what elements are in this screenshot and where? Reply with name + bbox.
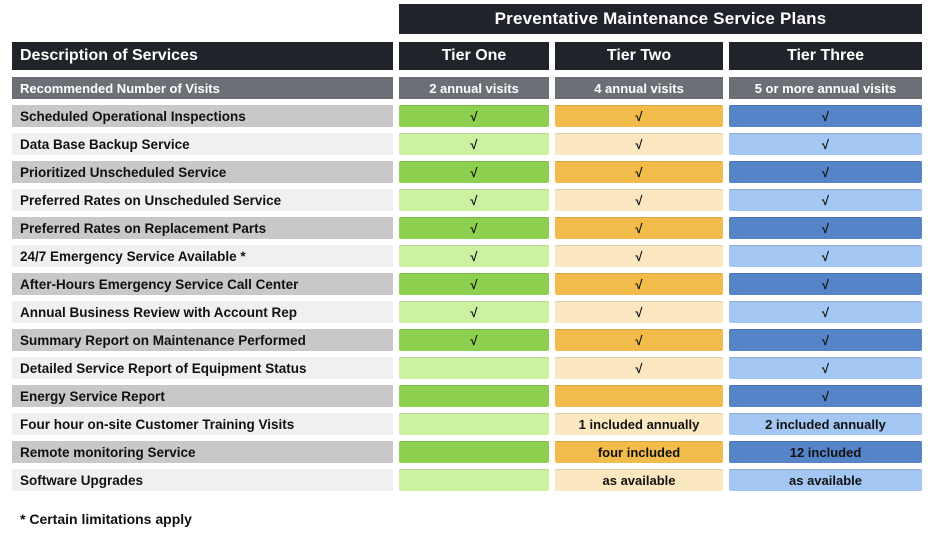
table-row: Energy Service Report √ xyxy=(12,385,940,407)
tier-one-cell: √ xyxy=(399,217,549,239)
tier-three-cell: 2 included annually xyxy=(729,413,922,435)
tier-three-cell: √ xyxy=(729,105,922,127)
tier-two-cell: √ xyxy=(555,329,723,351)
tier-one-visits-value: 2 annual visits xyxy=(399,77,549,99)
tier-two-cell: √ xyxy=(555,357,723,379)
table-row: Preferred Rates on Unscheduled Service √… xyxy=(12,189,940,211)
table-title: Preventative Maintenance Service Plans xyxy=(399,4,922,34)
table-row: Scheduled Operational Inspections √ √ √ xyxy=(12,105,940,127)
description-of-services-header: Description of Services xyxy=(12,42,393,70)
tier-one-cell: √ xyxy=(399,301,549,323)
tier-two-cell: as available xyxy=(555,469,723,491)
tier-three-cell: √ xyxy=(729,133,922,155)
tier-three-cell: √ xyxy=(729,301,922,323)
tier-one-cell: √ xyxy=(399,133,549,155)
tier-three-cell: √ xyxy=(729,385,922,407)
service-label: Prioritized Unscheduled Service xyxy=(12,161,393,183)
tier-one-cell xyxy=(399,413,549,435)
tier-one-cell xyxy=(399,385,549,407)
service-label: Four hour on-site Customer Training Visi… xyxy=(12,413,393,435)
tier-two-cell: four included xyxy=(555,441,723,463)
column-header-row: Description of Services Tier One Tier Tw… xyxy=(12,42,940,70)
tier-two-cell: √ xyxy=(555,133,723,155)
service-label: Remote monitoring Service xyxy=(12,441,393,463)
tier-one-cell: √ xyxy=(399,273,549,295)
tier-three-cell: √ xyxy=(729,329,922,351)
tier-one-header: Tier One xyxy=(399,42,549,70)
tier-two-cell: √ xyxy=(555,161,723,183)
tier-one-cell xyxy=(399,441,549,463)
service-label: After-Hours Emergency Service Call Cente… xyxy=(12,273,393,295)
tier-one-cell: √ xyxy=(399,105,549,127)
service-label: Software Upgrades xyxy=(12,469,393,491)
tier-two-cell: √ xyxy=(555,105,723,127)
tier-three-cell: √ xyxy=(729,217,922,239)
tier-two-cell: √ xyxy=(555,273,723,295)
tier-two-cell xyxy=(555,385,723,407)
tier-one-cell: √ xyxy=(399,245,549,267)
service-label: Data Base Backup Service xyxy=(12,133,393,155)
tier-three-header: Tier Three xyxy=(729,42,922,70)
table-row: Remote monitoring Service four included … xyxy=(12,441,940,463)
recommended-visits-row: Recommended Number of Visits 2 annual vi… xyxy=(12,77,940,99)
service-label: Detailed Service Report of Equipment Sta… xyxy=(12,357,393,379)
service-label: Summary Report on Maintenance Performed xyxy=(12,329,393,351)
tier-three-cell: √ xyxy=(729,273,922,295)
tier-three-cell: 12 included xyxy=(729,441,922,463)
table-row: Annual Business Review with Account Rep … xyxy=(12,301,940,323)
table-row: Summary Report on Maintenance Performed … xyxy=(12,329,940,351)
tier-three-cell: √ xyxy=(729,357,922,379)
service-label: Scheduled Operational Inspections xyxy=(12,105,393,127)
tier-two-cell: √ xyxy=(555,245,723,267)
service-label: Energy Service Report xyxy=(12,385,393,407)
tier-three-cell: √ xyxy=(729,189,922,211)
tier-one-cell xyxy=(399,469,549,491)
table-row: 24/7 Emergency Service Available * √ √ √ xyxy=(12,245,940,267)
service-label: Annual Business Review with Account Rep xyxy=(12,301,393,323)
table-row: After-Hours Emergency Service Call Cente… xyxy=(12,273,940,295)
table-row: Prioritized Unscheduled Service √ √ √ xyxy=(12,161,940,183)
tier-two-visits-value: 4 annual visits xyxy=(555,77,723,99)
title-row: Preventative Maintenance Service Plans xyxy=(12,4,940,34)
footnote: * Certain limitations apply xyxy=(20,511,192,527)
table-row: Preferred Rates on Replacement Parts √ √… xyxy=(12,217,940,239)
tier-one-cell: √ xyxy=(399,189,549,211)
table-row: Detailed Service Report of Equipment Sta… xyxy=(12,357,940,379)
service-rows-container: Scheduled Operational Inspections √ √ √ … xyxy=(12,105,940,491)
tier-two-header: Tier Two xyxy=(555,42,723,70)
tier-three-visits-value: 5 or more annual visits xyxy=(729,77,922,99)
tier-three-cell: √ xyxy=(729,245,922,267)
service-label: Preferred Rates on Unscheduled Service xyxy=(12,189,393,211)
recommended-visits-label: Recommended Number of Visits xyxy=(12,77,393,99)
tier-one-cell: √ xyxy=(399,161,549,183)
tier-two-cell: √ xyxy=(555,301,723,323)
tier-two-cell: √ xyxy=(555,217,723,239)
title-row-spacer xyxy=(12,4,393,34)
tier-three-cell: as available xyxy=(729,469,922,491)
tier-two-cell: √ xyxy=(555,189,723,211)
table-row: Four hour on-site Customer Training Visi… xyxy=(12,413,940,435)
tier-one-cell: √ xyxy=(399,329,549,351)
table-row: Data Base Backup Service √ √ √ xyxy=(12,133,940,155)
service-label: 24/7 Emergency Service Available * xyxy=(12,245,393,267)
tier-two-cell: 1 included annually xyxy=(555,413,723,435)
tier-one-cell xyxy=(399,357,549,379)
table-row: Software Upgrades as available as availa… xyxy=(12,469,940,491)
tier-three-cell: √ xyxy=(729,161,922,183)
service-label: Preferred Rates on Replacement Parts xyxy=(12,217,393,239)
